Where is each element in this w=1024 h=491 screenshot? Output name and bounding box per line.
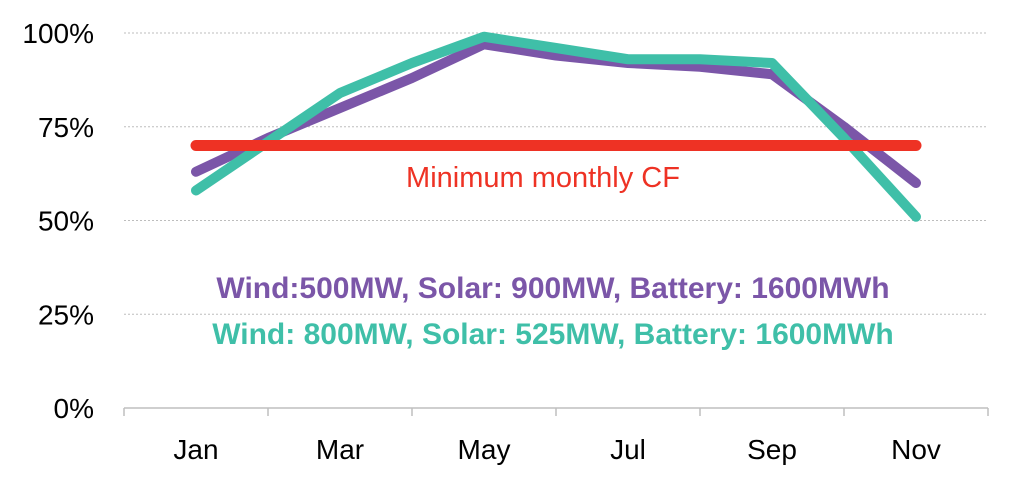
- y-tick-label: 0%: [54, 393, 94, 424]
- x-axis: [124, 408, 988, 416]
- x-tick-label: Mar: [316, 434, 364, 465]
- series-label-1: Wind:500MW, Solar: 900MW, Battery: 1600M…: [216, 272, 889, 305]
- annotations: Minimum monthly CF Wind:500MW, Solar: 900…: [212, 162, 894, 351]
- y-tick-label: 25%: [38, 299, 94, 330]
- y-tick-label: 50%: [38, 206, 94, 237]
- series-label-2: Wind: 800MW, Solar: 525MW, Battery: 1600…: [212, 318, 894, 351]
- y-tick-label: 75%: [38, 112, 94, 143]
- x-axis-ticks: Jan Mar May Jul Sep Nov: [173, 434, 940, 465]
- x-tick-label: Sep: [747, 434, 797, 465]
- x-tick-label: Jan: [173, 434, 218, 465]
- y-axis-ticks: 0% 25% 50% 75% 100%: [22, 18, 94, 424]
- x-tick-label: May: [458, 434, 511, 465]
- reference-line-label: Minimum monthly CF: [406, 162, 680, 194]
- x-tick-label: Jul: [610, 434, 646, 465]
- x-tick-label: Nov: [891, 434, 941, 465]
- y-tick-label: 100%: [22, 18, 94, 49]
